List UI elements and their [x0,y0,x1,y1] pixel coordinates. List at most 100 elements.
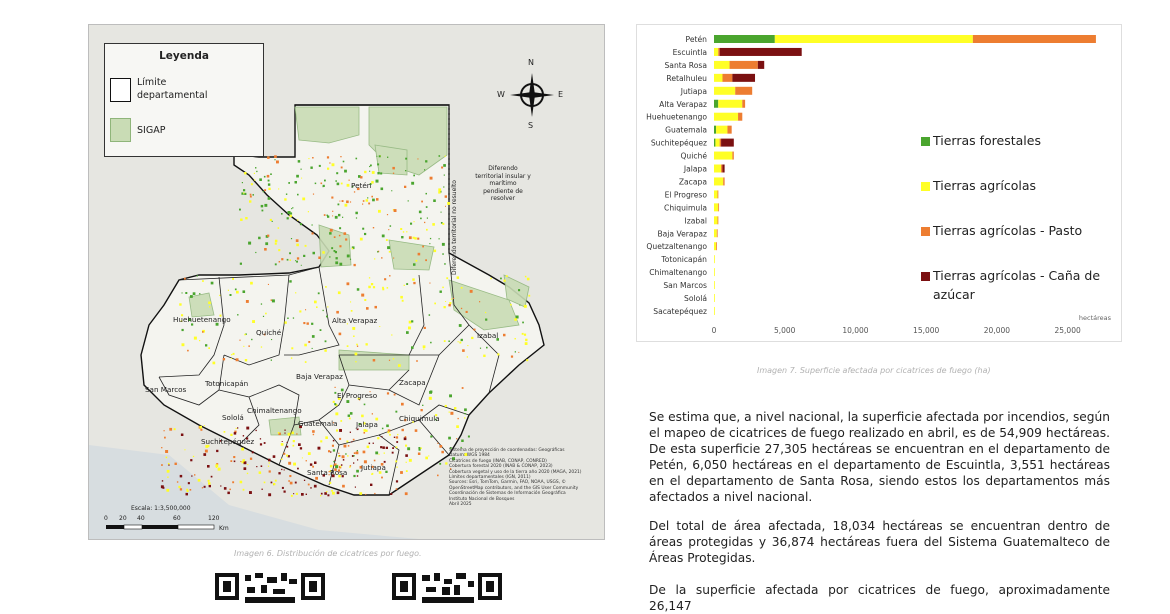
fire-scar-dot [379,326,381,327]
fire-scar-dot [503,279,506,282]
fire-scar-dot [440,211,442,213]
fire-scar-dot [236,290,239,294]
fire-scar-dot [395,488,398,490]
fire-scar-dot [374,305,377,309]
fire-scar-dot [365,343,368,346]
bar-segment [738,112,743,121]
fire-scar-dot [469,289,473,293]
fire-scar-dot [329,481,332,484]
fire-scar-dot [262,315,265,317]
fire-scar-dot [349,465,352,467]
x-tick-label: 5,000 [774,326,796,335]
fire-scar-dot [326,491,328,493]
fire-scar-dot [439,445,443,448]
fire-scar-dot [331,474,335,478]
fire-scar-dot [173,428,176,431]
fire-scar-dot [185,492,188,496]
compass-w: W [497,90,505,99]
fire-scar-dot [344,203,348,207]
fire-scar-dot [454,407,457,410]
fire-scar-dot [396,466,398,468]
fire-scar-dot [443,340,446,342]
fire-scar-dot [371,472,374,475]
fire-scar-dot [518,289,521,292]
fire-scar-dot [418,210,422,214]
fire-scar-dot [404,492,408,496]
fire-scar-dot [378,471,382,474]
x-axis-label: hectáreas [1079,314,1112,322]
fire-scar-dot [386,424,389,428]
qr-code-icon [215,573,325,603]
fire-scar-dot [413,174,415,177]
fire-scar-dot [405,470,408,472]
fire-scar-dot [332,215,334,217]
fire-scar-dot [183,277,186,280]
fire-scar-dot [269,218,272,221]
dept-label: Guatemala [298,419,338,428]
fire-scar-dot [219,294,221,296]
fire-scar-dot [178,485,181,489]
fire-scar-dot [372,227,375,229]
fire-scar-dot [287,432,291,436]
fire-scar-dot [340,420,343,422]
fire-scar-dot [281,486,284,489]
fire-scar-dot [337,397,341,400]
fire-scar-dot [312,430,315,433]
fire-scar-dot [395,460,398,463]
fire-scar-dot [329,232,332,235]
fire-scar-dot [388,229,390,231]
fire-scar-dot [324,349,327,352]
fire-scar-dot [423,348,425,350]
scale-tick: 0 [104,515,108,522]
fire-scar-dot [346,400,350,403]
fire-scar-dot [429,176,433,180]
dept-label: Quiché [256,328,282,337]
fire-scar-dot [334,391,337,394]
fire-scar-dot [441,166,444,169]
fire-scar-dot [381,436,383,438]
fire-scar-dot [389,225,392,227]
fire-scar-dot [278,188,280,190]
legend-label: Tierras agrícolas [932,178,1036,193]
fire-scar-dot [363,422,366,425]
fire-scar-dot [392,447,394,449]
fire-scar-dot [526,277,530,281]
fire-scar-dot [429,243,431,245]
fire-scar-dot [398,364,401,367]
fire-scar-dot [264,248,267,251]
fire-scar-dot [302,197,306,201]
category-label: Quiché [680,152,707,161]
fire-scar-dot [387,431,390,434]
fire-scar-dot [408,326,411,330]
fire-scar-dot [314,182,317,185]
fire-scar-dot [219,440,222,442]
fire-scar-dot [420,447,422,449]
fire-scar-dot [381,476,383,479]
fire-scar-dot [274,155,277,158]
fire-scar-dot [443,186,445,188]
fire-scar-dot [312,465,314,468]
fire-scar-dot [329,228,333,232]
fire-scar-dot [244,192,247,195]
fire-scar-dot [259,178,262,181]
fire-scar-dot [331,247,334,250]
x-tick-label: 20,000 [984,326,1010,335]
fire-scar-dot [164,436,166,439]
fire-scar-dot [208,484,211,488]
fire-scar-dot [375,179,379,183]
fire-scar-dot [500,277,502,280]
fire-scar-dot [304,244,307,247]
bar-segment [714,229,717,238]
fire-scar-dot [362,450,366,454]
fire-scar-dot [334,403,337,406]
fire-scar-dot [387,429,391,433]
fire-scar-dot [524,342,528,345]
fire-scar-dot [353,452,356,454]
fire-scar-dot [294,181,297,184]
fire-scar-dot [349,412,353,415]
fire-scar-dot [401,402,404,406]
fire-scar-dot [281,468,283,471]
bar-segment [714,255,715,264]
fire-scar-dot [352,438,355,441]
fire-scar-dot [340,166,343,169]
